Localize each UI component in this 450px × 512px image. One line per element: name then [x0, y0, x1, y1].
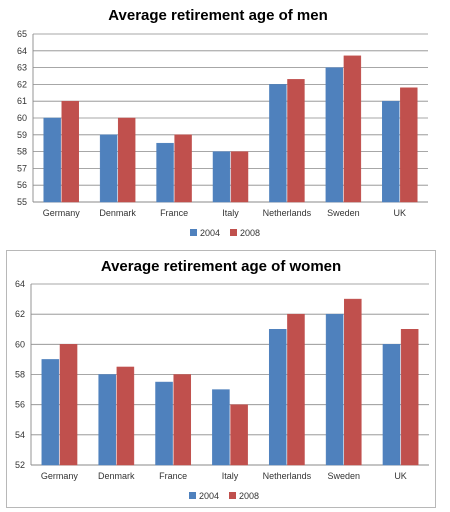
bar-2004-netherlands: [269, 84, 287, 203]
bar-2008-denmark: [117, 117, 136, 203]
x-category-label: Denmark: [99, 208, 136, 218]
x-category-label: Germany: [41, 471, 79, 481]
bar-2004-germany: [43, 117, 61, 203]
legend-swatch-2004: [189, 492, 196, 499]
bar-2008-netherlands: [287, 79, 305, 203]
y-tick-label: 54: [15, 430, 25, 440]
bar-2008-uk: [400, 87, 418, 203]
legend-label: 2008: [240, 228, 260, 238]
y-tick-label: 59: [17, 130, 27, 140]
bar-2004-italy: [212, 389, 230, 466]
women-plot-area: 52 54 56 58 60 62 64 Germany Denmark France Italy N…: [15, 279, 429, 501]
x-category-label: Netherlands: [263, 471, 312, 481]
x-category-label: UK: [394, 471, 407, 481]
bar-2008-germany: [61, 100, 79, 203]
bar-2004-uk: [382, 344, 401, 466]
men-chart-panel: Average retirement age of men 55 56 57 58 59…: [0, 0, 436, 244]
bar-2008-denmark: [116, 366, 135, 466]
x-category-label: Italy: [222, 471, 239, 481]
bar-2004-uk: [382, 100, 400, 203]
bar-2004-france: [155, 381, 173, 466]
y-tick-label: 58: [17, 147, 27, 157]
y-tick-label: 60: [15, 339, 25, 349]
bar-2008-uk: [400, 329, 419, 466]
x-category-label: UK: [394, 208, 407, 218]
bar-2004-denmark: [99, 134, 118, 203]
x-category-label: Sweden: [327, 208, 360, 218]
y-tick-label: 62: [15, 309, 25, 319]
bar-2008-italy: [230, 151, 249, 203]
legend-swatch-2008: [230, 229, 237, 236]
bar-2008-france: [173, 374, 192, 466]
y-tick-label: 56: [17, 180, 27, 190]
y-tick-label: 60: [17, 113, 27, 123]
bar-2004-sweden: [325, 67, 344, 203]
y-tick-label: 64: [17, 46, 27, 56]
legend-swatch-2008: [229, 492, 236, 499]
legend-label: 2004: [199, 491, 219, 501]
y-tick-label: 62: [17, 79, 27, 89]
legend-swatch-2004: [190, 229, 197, 236]
x-category-label: Denmark: [98, 471, 135, 481]
y-tick-label: 56: [15, 400, 25, 410]
bar-2004-denmark: [98, 374, 116, 466]
x-category-label: Sweden: [327, 471, 360, 481]
men-plot-area: 55 56 57 58 59 60 61 62 63 64 65 Germany Denmark Fran…: [17, 29, 428, 238]
bar-2008-france: [174, 134, 192, 203]
y-tick-label: 55: [17, 197, 27, 207]
legend-label: 2004: [200, 228, 220, 238]
legend-label: 2008: [239, 491, 259, 501]
bar-2004-germany: [41, 359, 60, 466]
women-chart-panel: Average retirement age of women 52 54 56 58…: [6, 250, 436, 508]
bar-2004-italy: [212, 151, 231, 203]
x-category-label: Germany: [43, 208, 81, 218]
y-tick-label: 65: [17, 29, 27, 39]
y-tick-label: 64: [15, 279, 25, 289]
women-chart-svg: Average retirement age of women 52 54 56 58…: [15, 258, 429, 501]
bar-2008-italy: [230, 404, 248, 466]
y-tick-label: 52: [15, 460, 25, 470]
bar-2008-sweden: [344, 298, 362, 466]
men-chart-title: Average retirement age of men: [108, 7, 328, 24]
bar-2008-sweden: [343, 55, 362, 203]
x-category-label: France: [160, 208, 188, 218]
x-category-label: France: [159, 471, 187, 481]
x-category-label: Netherlands: [263, 208, 312, 218]
bar-2008-germany: [59, 344, 78, 466]
bar-2004-sweden: [325, 313, 344, 466]
women-chart-title: Average retirement age of women: [101, 258, 341, 275]
y-tick-label: 58: [15, 370, 25, 380]
bar-2004-netherlands: [268, 329, 287, 466]
y-tick-label: 63: [17, 63, 27, 73]
y-tick-label: 61: [17, 96, 27, 106]
y-tick-label: 57: [17, 163, 27, 173]
x-category-label: Italy: [222, 208, 239, 218]
men-chart-svg: Average retirement age of men 55 56 57 58 59…: [17, 7, 428, 238]
bar-2008-netherlands: [287, 313, 305, 466]
bar-2004-france: [156, 142, 174, 203]
